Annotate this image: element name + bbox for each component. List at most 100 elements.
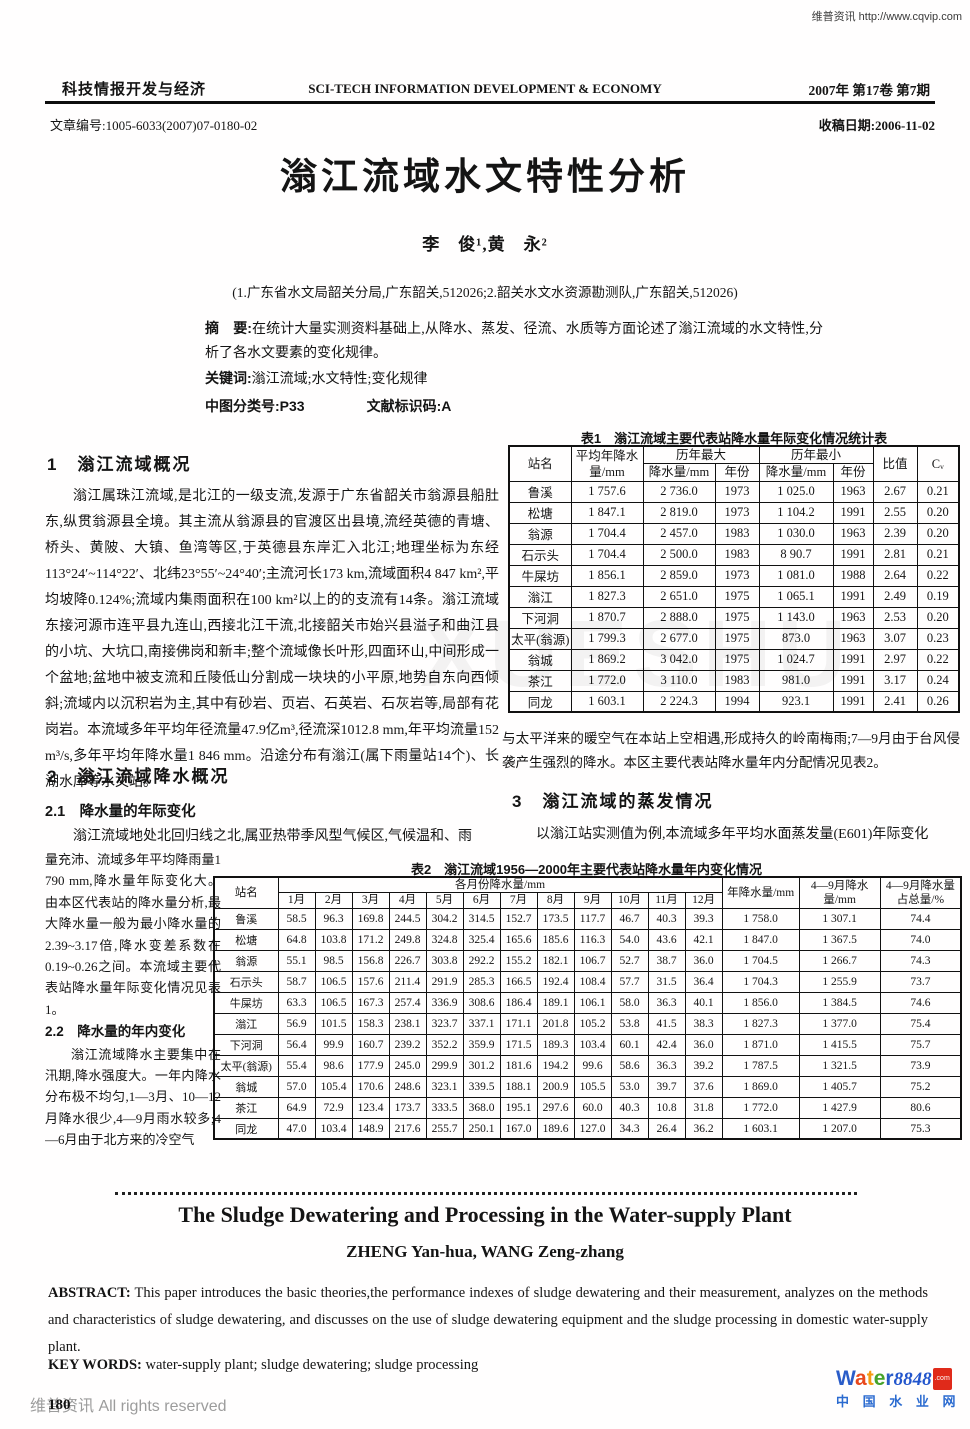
value-cell: 2 888.0 [642,606,716,629]
value-cell: 38.7 [647,949,686,972]
value-cell: 2.81 [872,543,918,566]
value-cell: 1 758.0 [721,907,800,930]
table2-header-row1: 站名 各月份降水量/mm 年降水量/mm 4—9月降水量/mm 4—9月降水量占… [213,876,962,909]
station-cell: 翁城 [508,648,572,671]
table2-row: 滃江 56.9 101.5 158.3 238.1 323.7 337.1 171.1 201.… [213,1012,962,1035]
value-cell: 56.9 [277,1012,316,1035]
value-cell: 106.5 [314,991,353,1014]
table1-body: 鲁溪 1 757.6 2 736.0 1973 1 025.0 1963 2.67 0.21 松… [508,480,960,713]
english-keywords-text: water-supply plant; sludge dewatering; s… [145,1357,479,1373]
value-cell: 98.5 [314,949,353,972]
value-cell: 75.4 [879,1012,962,1035]
value-cell: 75.7 [879,1033,962,1056]
station-cell: 石示头 [213,970,279,993]
table1-col-ratio: 比值 [872,445,918,482]
value-cell: 336.9 [425,991,464,1014]
value-cell: 304.2 [425,907,464,930]
value-cell: 249.8 [388,928,427,951]
value-cell: 116.3 [573,928,612,951]
table2-col-annual: 年降水量/mm [721,876,800,909]
table2-row: 牛屎坊 63.3 106.5 167.3 257.4 336.9 308.6 186.4 189… [213,991,962,1014]
right-column-paragraph: 与太平洋来的暖空气在本站上空相遇,形成持久的岭南梅雨;7—9月由于台风侵袭产生强… [502,731,960,770]
value-cell: 40.3 [610,1096,649,1119]
water8848-logo[interactable]: Water 8848 .com 中 国 水 业 网 [836,1368,966,1410]
value-cell: 303.8 [425,949,464,972]
table1-row: 牛屎坊 1 856.1 2 859.0 1973 1 081.0 1988 2.64 0.22 [508,564,960,587]
value-cell: 368.0 [462,1096,501,1119]
value-cell: 245.0 [388,1054,427,1077]
station-cell: 滃江 [213,1012,279,1035]
value-cell: 40.3 [647,907,686,930]
station-cell: 滃江 [508,585,572,608]
month-header-cell: 1月 [277,892,316,909]
station-cell: 松塘 [213,928,279,951]
abstract-block: 摘 要:在统计大量实测资料基础上,从降水、蒸发、径流、水质等方面论述了滃江流域的… [205,316,823,420]
value-cell: 1 869.2 [570,648,644,671]
station-cell: 翁源 [213,949,279,972]
received-date: 收稿日期:2006-11-02 [818,118,935,133]
table2-col-station: 站名 [213,876,279,909]
value-cell: 38.3 [684,1012,723,1035]
value-cell: 2 457.0 [642,522,716,545]
value-cell: 325.4 [462,928,501,951]
value-cell: 105.4 [314,1075,353,1098]
value-cell: 1963 [832,606,874,629]
page-number: 180 [48,1397,71,1413]
value-cell: 189.6 [536,1117,575,1140]
value-cell: 1 603.1 [721,1117,800,1140]
table2-row: 鲁溪 58.5 96.3 169.8 244.5 304.2 314.5 152.7 173.5… [213,907,962,930]
value-cell: 1 104.2 [758,501,834,524]
value-cell: 1975 [714,648,760,671]
value-cell: 1975 [714,606,760,629]
value-cell: 58.7 [277,970,316,993]
value-cell: 301.2 [462,1054,501,1077]
table1-row: 太平(翁源) 1 799.3 2 677.0 1975 873.0 1963 3.07 0.2… [508,627,960,650]
month-header-cell: 9月 [573,892,612,909]
value-cell: 2 500.0 [642,543,716,566]
table1-col-max-year: 年份 [714,463,760,482]
value-cell: 1991 [832,543,874,566]
section22-heading: 2.2 降水量的年内变化 [45,1024,186,1040]
value-cell: 108.4 [573,970,612,993]
value-cell: 1 024.7 [758,648,834,671]
keywords-text: 滃江流域;水文特性;变化规律 [251,372,428,387]
month-header-cell: 8月 [536,892,575,909]
value-cell: 36.0 [684,949,723,972]
table1-row: 茶江 1 772.0 3 110.0 1983 981.0 1991 3.17 0.24 [508,669,960,692]
value-cell: 2.39 [872,522,918,545]
keywords-line: 关键词:滃江流域;水文特性;变化规律 [205,366,823,392]
table1-row: 同龙 1 603.1 2 224.3 1994 923.1 1991 2.41 0.26 [508,690,960,713]
value-cell: 292.2 [462,949,501,972]
value-cell: 106.7 [573,949,612,972]
table1-row: 松塘 1 847.1 2 819.0 1973 1 104.2 1991 2.55 0.20 [508,501,960,524]
clc-label: 中图分类号:P33 [205,398,305,414]
value-cell: 1 065.1 [758,585,834,608]
month-header-cell: 2月 [314,892,353,909]
value-cell: 1 030.0 [758,522,834,545]
table1-col-max-rain: 降水量/mm [642,463,716,482]
value-cell: 42.1 [684,928,723,951]
value-cell: 194.2 [536,1054,575,1077]
table1-col-max-group: 历年最大 [642,445,760,465]
value-cell: 169.8 [351,907,390,930]
station-cell: 太平(翁源) [213,1054,279,1077]
station-cell: 下河洞 [213,1033,279,1056]
value-cell: 2 736.0 [642,480,716,503]
value-cell: 3 110.0 [642,669,716,692]
value-cell: 1975 [714,585,760,608]
logo-letter: e [873,1367,886,1390]
value-cell: 200.9 [536,1075,575,1098]
section3-heading: 3 滃江流域的蒸发情况 [512,792,714,811]
english-keywords-label: KEY WORDS: [48,1357,142,1373]
value-cell: 64.9 [277,1096,316,1119]
value-cell: 1 025.0 [758,480,834,503]
value-cell: 226.7 [388,949,427,972]
value-cell: 74.0 [879,928,962,951]
section3-paragraph: 以滃江站实测值为例,本流域多年平均水面蒸发量(E601)年际变化 [536,827,929,842]
cqvip-watermark-link[interactable]: 维普资讯 http://www.cqvip.com [811,11,962,23]
value-cell: 58.6 [610,1054,649,1077]
value-cell: 255.7 [425,1117,464,1140]
value-cell: 333.5 [425,1096,464,1119]
value-cell: 1 847.1 [570,501,644,524]
value-cell: 186.4 [499,991,538,1014]
